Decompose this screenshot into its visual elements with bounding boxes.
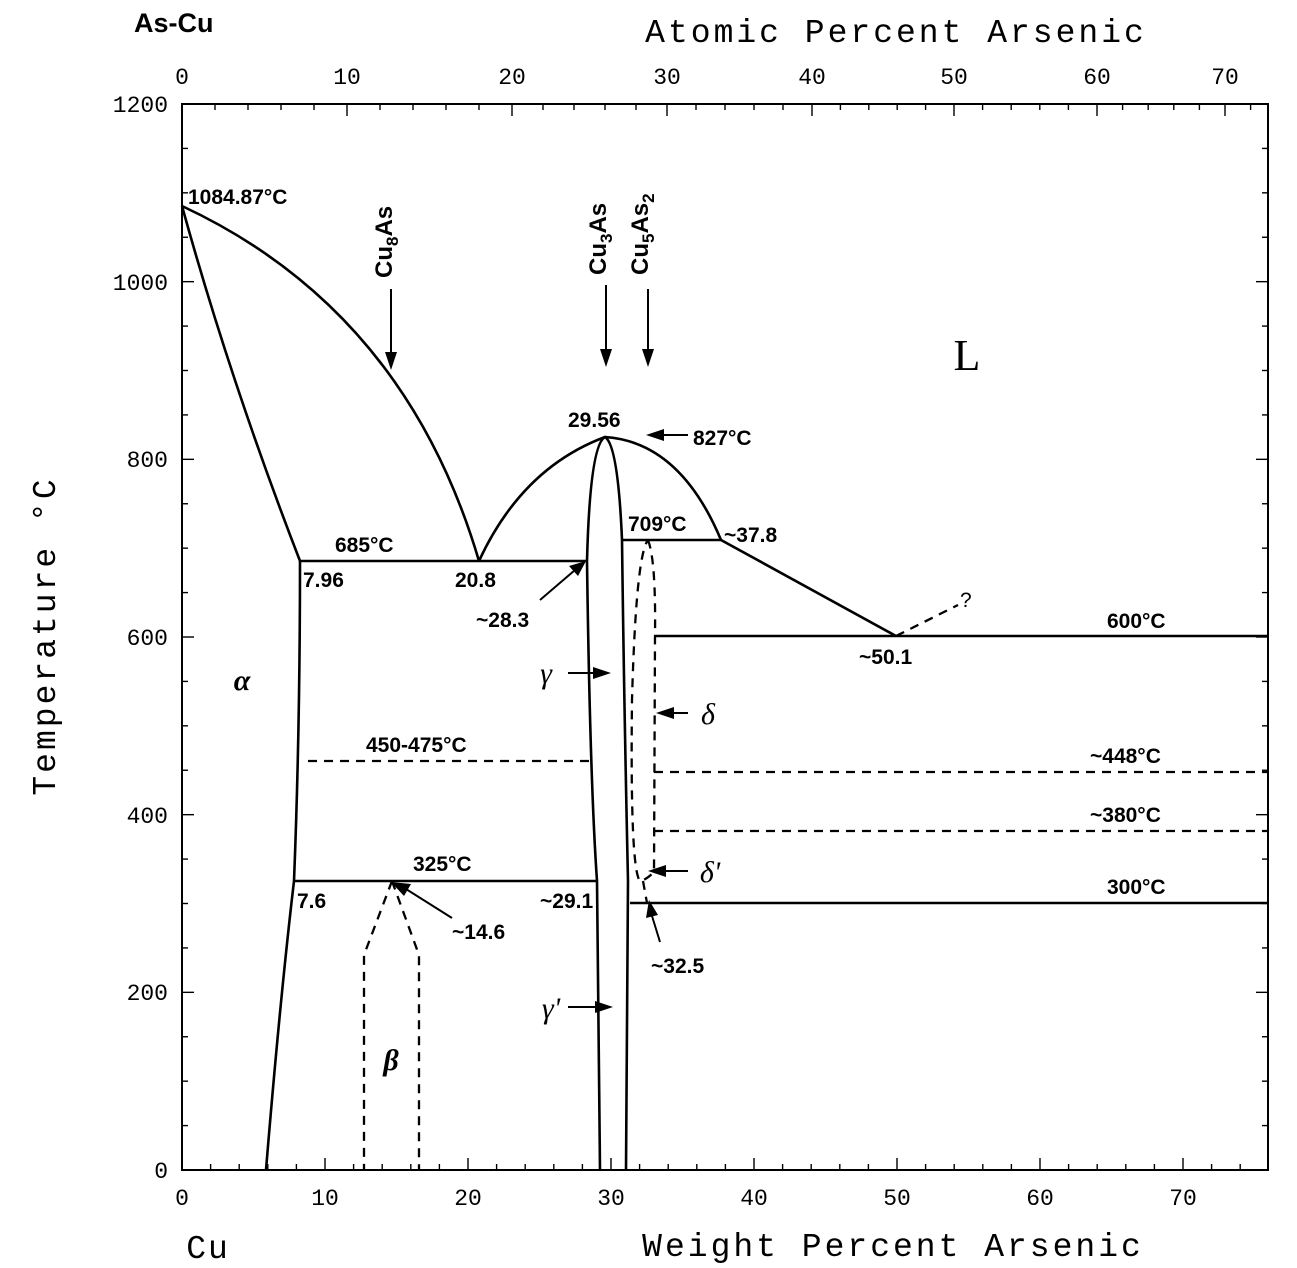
top-tick-label: 30 — [653, 65, 681, 91]
label-20-8: 20.8 — [455, 569, 496, 592]
alpha-solvus — [264, 560, 302, 1171]
label-685: 685°C — [335, 534, 394, 557]
system-label: As-Cu — [134, 8, 214, 38]
y-tick-label: 0 — [154, 1159, 168, 1185]
top-axis-title: Atomic Percent Arsenic — [645, 15, 1147, 52]
label-709: 709°C — [628, 513, 687, 536]
label-32-5: ~32.5 — [651, 955, 704, 978]
label-325: 325°C — [413, 853, 472, 876]
liquidus-dome-left — [477, 435, 606, 562]
label-question: ? — [960, 589, 972, 612]
y-tick-label: 1000 — [113, 271, 168, 297]
liquidus-right — [720, 538, 897, 638]
top-tick-label: 20 — [498, 65, 526, 91]
label-827: 827°C — [693, 427, 752, 450]
y-tick-label: 200 — [127, 981, 168, 1007]
top-tick-label: 70 — [1211, 65, 1239, 91]
label-600: 600°C — [1107, 610, 1166, 633]
y-tick-label: 600 — [127, 626, 168, 652]
label-37-8: ~37.8 — [724, 524, 777, 547]
top-tick-label: 0 — [175, 65, 189, 91]
top-tick-label: 10 — [333, 65, 361, 91]
compound-label-cu3as: Cu3As — [585, 203, 616, 275]
dashed-liquidus-extension — [895, 603, 959, 638]
x-tick-label: 0 — [175, 1186, 189, 1212]
x-tick-label: 70 — [1169, 1186, 1197, 1212]
element-label-cu: Cu — [186, 1231, 230, 1268]
label-300: 300°C — [1107, 876, 1166, 899]
beta-right-boundary — [390, 880, 421, 1170]
arrowhead — [385, 352, 397, 370]
pointer-arrows — [391, 429, 688, 1013]
compound-label-cu5as2: Cu5As2 — [627, 193, 658, 275]
y-tick-label: 800 — [127, 448, 168, 474]
phase-label-delta-prime: δ' — [700, 856, 721, 889]
label-7-96: 7.96 — [303, 569, 344, 592]
gamma-upper-boundary — [585, 435, 624, 562]
label-380: ~380°C — [1090, 804, 1161, 827]
bottom-axis-title: Weight Percent Arsenic — [642, 1229, 1144, 1266]
x-tick-label: 50 — [883, 1186, 911, 1212]
arrowhead — [600, 349, 612, 367]
compound-label-cu8as: Cu8As — [371, 206, 402, 278]
label-28-3: ~28.3 — [476, 609, 529, 632]
gamma-left-boundary — [585, 560, 602, 1171]
phase-label-gamma-prime: γ' — [542, 992, 561, 1025]
phase-label-delta: δ — [701, 698, 716, 731]
top-tick-label: 40 — [798, 65, 826, 91]
x-tick-label: 60 — [1026, 1186, 1054, 1212]
x-tick-label: 30 — [597, 1186, 625, 1212]
x-tick-label: 40 — [740, 1186, 768, 1212]
left-axis-title: Temperature °C — [28, 476, 65, 795]
x-tick-label: 20 — [454, 1186, 482, 1212]
label-450-475: 450-475°C — [366, 734, 467, 757]
solidus-alpha — [180, 205, 302, 562]
top-tick-label: 60 — [1083, 65, 1111, 91]
y-tick-label: 1200 — [113, 93, 168, 119]
gamma-right-boundary — [620, 539, 630, 1171]
phase-label-beta: β — [382, 1044, 399, 1077]
label-7-6: 7.6 — [297, 890, 326, 913]
liquidus-cu-side — [181, 204, 481, 562]
delta-prime-boundary — [641, 880, 649, 904]
beta-left-boundary — [362, 880, 394, 1170]
liquidus-dome-right — [604, 435, 723, 541]
arrowhead — [642, 349, 654, 367]
label-29-56: 29.56 — [568, 409, 621, 432]
label-448: ~448°C — [1090, 745, 1161, 768]
phase-label-liquid: L — [954, 331, 981, 380]
label-50-1: ~50.1 — [859, 646, 912, 669]
delta-region-boundary — [630, 539, 657, 883]
label-cu-melting: 1084.87°C — [188, 186, 287, 209]
x-tick-label: 10 — [311, 1186, 339, 1212]
compound-arrows — [385, 285, 654, 370]
phase-label-gamma: γ — [540, 657, 553, 690]
phase-label-alpha: α — [234, 664, 251, 697]
label-14-6: ~14.6 — [452, 921, 505, 944]
top-tick-label: 50 — [940, 65, 968, 91]
axis-ticks — [181, 103, 1268, 1171]
y-tick-label: 400 — [127, 804, 168, 830]
label-29-1: ~29.1 — [540, 890, 593, 913]
